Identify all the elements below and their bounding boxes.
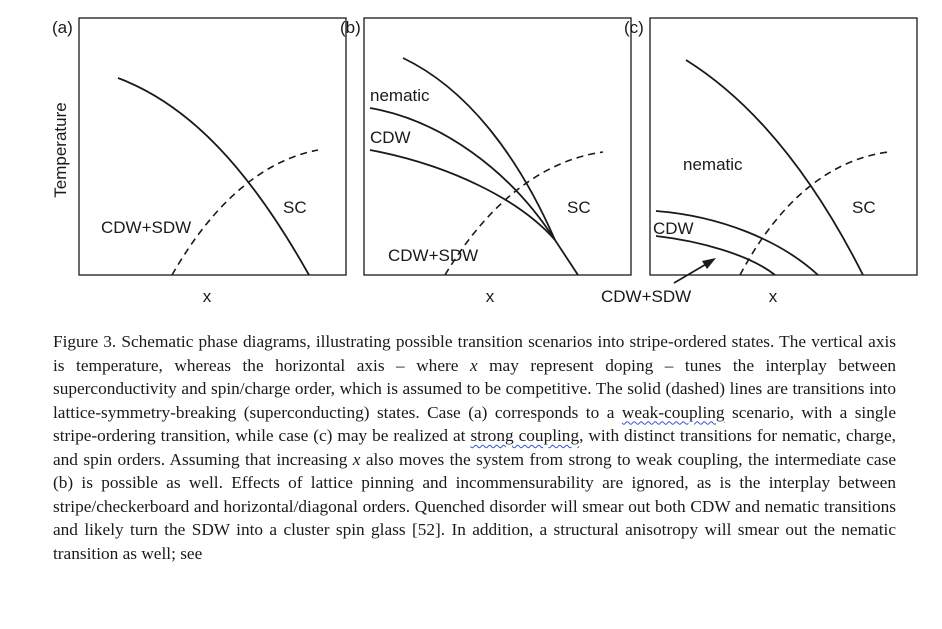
panel-c-x-axis-label: x [769,287,778,306]
caption-var-x-1: x [469,355,478,375]
cdw-sdw-pointer-arrow [673,262,709,284]
panel-b-frame [363,17,632,276]
panel-b-tag: (b) [340,18,361,37]
panel-b-sdw-transition-line [369,149,579,276]
panel-b-sc-label: SC [567,198,591,217]
panel-c-sc-transition-line [739,151,889,276]
spellcheck-strong-coupling: strong coupling [470,426,580,445]
caption-part-1: Figure 3. Schematic phase diagrams, illu… [53,332,896,375]
panel-c-sc-label: SC [852,198,876,217]
panel-a-stripe-transition-line [117,77,310,276]
panel-c-cdw-label: CDW [653,219,694,238]
panel-a-sc-label: SC [283,198,307,217]
panel-c-tag: (c) [624,18,644,37]
panel-c: (c) x nematic CDW SC CDW+SDW [601,17,918,306]
panel-b-nematic-transition-line [402,57,556,241]
panel-c-nematic-label: nematic [683,155,743,174]
cdw-sdw-pointer-arrowhead [702,258,716,269]
caption-var-x-2: x [352,449,361,469]
caption-part-2: may represent doping – tunes the interpl… [53,355,897,422]
panel-b: (b) x nematic CDW SC CDW+SDW [340,17,632,306]
panel-b-nematic-label: nematic [370,86,430,105]
panel-c-nematic-transition-line [685,59,864,276]
panel-c-cdw-sdw-label: CDW+SDW [601,287,691,306]
y-axis-label: Temperature [51,102,70,197]
caption-part-5: also moves the system from strong to wea… [53,449,897,563]
phase-diagram-figure: (a) Temperature x SC CDW+SDW (b) x nemat… [51,17,918,306]
spellcheck-weak-coupling: weak-coupling [621,402,725,422]
figure-caption: Figure 3. Schematic phase diagrams, illu… [53,330,896,565]
panel-b-x-axis-label: x [486,287,495,306]
panel-c-cdw-transition-line [655,210,819,276]
panel-c-sdw-transition-line [655,235,776,276]
panel-b-cdw-transition-line [369,107,556,241]
panel-b-cdw-sdw-label: CDW+SDW [388,246,478,265]
panel-a-x-axis-label: x [203,287,212,306]
panel-a-sc-transition-line [171,149,319,276]
caption-part-3: scenario, with a single stripe-ordering … [53,402,896,446]
panel-a-tag: (a) [52,18,73,37]
panel-b-sc-transition-line [444,151,604,276]
panel-a-cdw-sdw-label: CDW+SDW [101,218,191,237]
panel-c-frame [649,17,918,276]
panel-a-frame [78,17,347,276]
caption-text: Figure 3. Schematic phase diagrams, illu… [53,330,896,565]
panel-a: (a) Temperature x SC CDW+SDW [51,17,347,306]
caption-part-4: , with distinct transitions for nematic,… [53,426,896,469]
panel-b-cdw-label: CDW [370,128,411,147]
